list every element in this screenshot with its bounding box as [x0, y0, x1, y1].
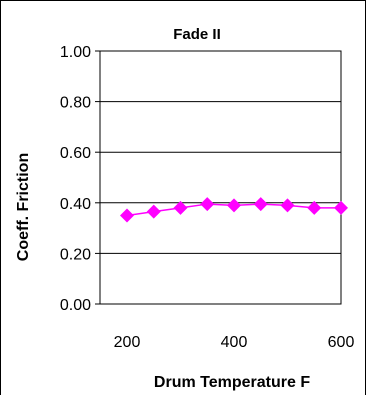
data-point	[280, 198, 295, 213]
y-tick-label: 1.00	[60, 44, 91, 61]
data-point	[200, 197, 215, 212]
x-tick-label: 400	[221, 334, 248, 351]
data-point	[146, 204, 161, 219]
grid-lines	[100, 101, 341, 254]
data-point	[307, 200, 322, 215]
chart-title: Fade II	[173, 26, 221, 43]
x-axis-label: Drum Temperature F	[154, 374, 310, 391]
data-point	[334, 200, 348, 215]
data-point	[173, 200, 188, 215]
y-tick-label: 0.80	[60, 95, 91, 112]
data-point	[227, 198, 241, 213]
y-tick-label: 0.60	[60, 145, 91, 162]
y-tick-label: 0.40	[60, 196, 91, 213]
y-tick-label: 0.20	[60, 246, 91, 263]
x-tick-label: 600	[328, 334, 355, 351]
data-points	[120, 197, 348, 223]
plot-area	[99, 50, 342, 305]
y-axis-label: Coeff. Friction	[15, 153, 32, 261]
x-tick-label: 200	[114, 334, 141, 351]
data-point	[120, 208, 134, 223]
data-point	[253, 197, 268, 212]
y-axis-ticks: 0.00 0.20 0.40 0.60 0.80 1.00	[60, 44, 100, 314]
y-tick-label: 0.00	[60, 297, 91, 314]
x-axis-ticks: 200 400 600	[114, 334, 355, 351]
